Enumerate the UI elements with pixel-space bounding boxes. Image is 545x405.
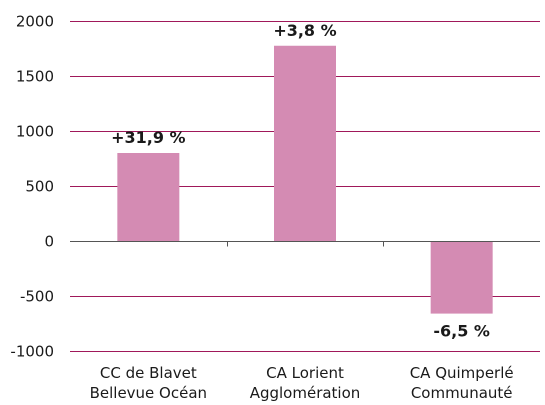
bars [117, 45, 493, 314]
data-label: +3,8 % [273, 21, 336, 40]
category-label: CC de Blavet [100, 364, 197, 382]
y-tick-label: 0 [44, 233, 54, 251]
bar [117, 153, 180, 241]
data-label: +31,9 % [111, 128, 185, 147]
data-labels: +31,9 % +3,8 % -6,5 % [111, 21, 490, 341]
y-tick-label: 2000 [16, 13, 54, 31]
y-tick-label: 1000 [16, 123, 54, 141]
data-label: -6,5 % [433, 322, 490, 341]
bar [430, 241, 493, 314]
category-label: Agglomération [250, 384, 361, 402]
category-label: Bellevue Océan [90, 384, 207, 402]
y-tick-label: 1500 [16, 68, 54, 86]
category-label: Communauté [411, 384, 513, 402]
category-label: CA Lorient [266, 364, 344, 382]
y-axis-tick-labels: 2000 1500 1000 500 0 -500 -1000 [10, 13, 54, 361]
y-tick-label: -500 [20, 288, 54, 306]
y-tick-label: 500 [25, 178, 54, 196]
category-labels: CC de Blavet Bellevue Océan CA Lorient Aggl… [90, 364, 514, 402]
x-axis [70, 241, 540, 247]
y-tick-label: -1000 [10, 343, 54, 361]
category-label: CA Quimperlé [410, 364, 514, 382]
bar [274, 45, 336, 241]
